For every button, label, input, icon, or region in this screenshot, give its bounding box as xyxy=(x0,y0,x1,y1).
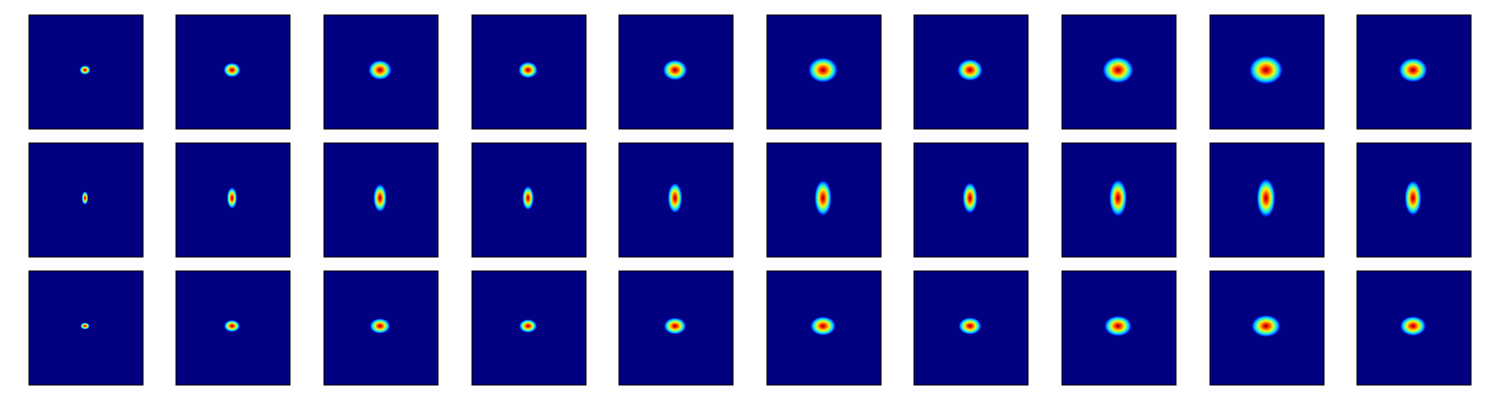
activation-blob xyxy=(373,183,387,213)
activation-blob xyxy=(1404,180,1422,216)
heatmap-panel-r2-c7 xyxy=(913,142,1029,258)
heatmap-panel-r3-c7 xyxy=(913,270,1029,386)
heatmap-panel-r1-c9 xyxy=(1209,14,1325,130)
activation-blob xyxy=(81,191,89,205)
heatmap-panel-r3-c1 xyxy=(28,270,144,386)
heatmap-panel-r2-c2 xyxy=(175,142,291,258)
heatmap-panel-r1-c2 xyxy=(175,14,291,130)
heatmap-panel-r3-c9 xyxy=(1209,270,1325,386)
activation-blob xyxy=(1248,55,1284,85)
activation-blob xyxy=(1256,178,1276,218)
activation-blob xyxy=(962,182,978,214)
activation-blob xyxy=(814,179,832,217)
activation-blob xyxy=(662,59,688,81)
heatmap-panel-r1-c10 xyxy=(1356,14,1472,130)
activation-blob xyxy=(369,318,391,334)
heatmap-panel-r2-c1 xyxy=(28,142,144,258)
heatmap-panel-r1-c1 xyxy=(28,14,144,130)
heatmap-panel-r2-c4 xyxy=(471,142,587,258)
activation-blob xyxy=(809,316,837,336)
activation-blob xyxy=(807,57,839,83)
panel-background xyxy=(471,142,587,258)
activation-blob xyxy=(1102,56,1134,84)
activation-blob xyxy=(663,317,687,335)
activation-blob xyxy=(1103,315,1133,337)
activation-blob xyxy=(667,182,683,214)
activation-blob xyxy=(226,187,238,209)
heatmap-panel-r1-c7 xyxy=(913,14,1029,130)
activation-blob xyxy=(223,62,241,78)
heatmap-panel-r1-c3 xyxy=(323,14,439,130)
activation-blob xyxy=(518,61,538,79)
heatmap-panel-r2-c5 xyxy=(618,142,734,258)
activation-blob xyxy=(1108,179,1128,217)
heatmap-panel-r2-c3 xyxy=(323,142,439,258)
activation-blob xyxy=(79,65,91,75)
activation-blob xyxy=(1250,314,1282,338)
activation-blob xyxy=(223,319,241,333)
heatmap-panel-r2-c8 xyxy=(1061,142,1177,258)
heatmap-panel-r1-c5 xyxy=(618,14,734,130)
heatmap-panel-r1-c4 xyxy=(471,14,587,130)
heatmap-panel-r3-c10 xyxy=(1356,270,1472,386)
heatmap-panel-r2-c9 xyxy=(1209,142,1325,258)
panel-background xyxy=(175,270,291,386)
activation-blob xyxy=(958,317,982,335)
activation-blob xyxy=(518,319,538,333)
activation-blob xyxy=(1399,315,1427,337)
heatmap-panel-r3-c3 xyxy=(323,270,439,386)
heatmap-panel-r2-c6 xyxy=(766,142,882,258)
heatmap-panel-r1-c6 xyxy=(766,14,882,130)
heatmap-panel-r2-c10 xyxy=(1356,142,1472,258)
heatmap-panel-r3-c5 xyxy=(618,270,734,386)
activation-blob xyxy=(1398,57,1428,83)
activation-blob xyxy=(368,59,392,81)
activation-blob xyxy=(80,322,90,330)
heatmap-panel-r3-c8 xyxy=(1061,270,1177,386)
heatmap-panel-r3-c2 xyxy=(175,270,291,386)
heatmap-panel-r3-c6 xyxy=(766,270,882,386)
heatmap-panel-r3-c4 xyxy=(471,270,587,386)
heatmap-panel-r1-c8 xyxy=(1061,14,1177,130)
activation-blob xyxy=(956,58,984,82)
activation-blob xyxy=(522,185,534,211)
